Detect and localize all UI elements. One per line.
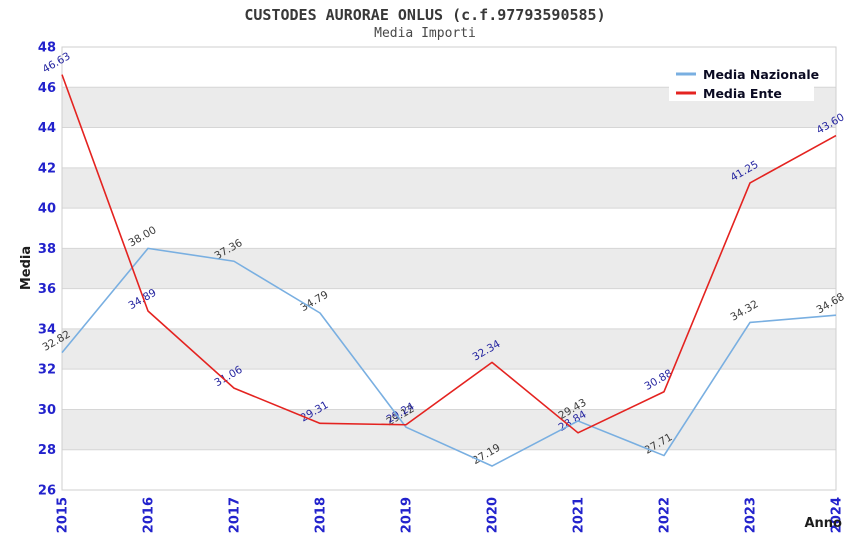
x-tick-label: 2022 <box>658 497 673 533</box>
plot-band <box>62 409 836 450</box>
x-tick-label: 2016 <box>142 497 157 533</box>
legend-label-ente: Media Ente <box>703 86 782 101</box>
x-tick-label: 2020 <box>486 497 501 533</box>
series-line-media-ente <box>61 74 837 434</box>
data-label: 34.32 <box>728 298 760 323</box>
y-tick-label: 40 <box>38 202 56 217</box>
x-tick-label: 2018 <box>314 497 329 533</box>
chart-title: CUSTODES AURORAE ONLUS (c.f.97793590585) <box>244 6 606 24</box>
y-tick-label: 44 <box>38 121 56 136</box>
y-tick-label: 46 <box>38 81 56 96</box>
x-tick-label: 2021 <box>572 497 587 533</box>
plot-frame <box>61 46 837 491</box>
legend-label-nazionale: Media Nazionale <box>703 67 819 82</box>
plot-band <box>62 328 836 370</box>
x-tick-label: 2019 <box>400 497 415 533</box>
y-axis-ticks: 26 28 30 32 34 36 38 40 42 44 46 48 <box>38 41 56 499</box>
y-tick-label: 32 <box>38 363 56 378</box>
y-tick-label: 28 <box>38 443 56 458</box>
y-tick-label: 48 <box>38 41 56 56</box>
legend: Media Nazionale Media Ente <box>669 57 819 101</box>
x-tick-label: 2024 <box>830 497 845 533</box>
data-label: 38.00 <box>126 224 158 249</box>
y-tick-label: 38 <box>38 242 56 257</box>
series-lines <box>61 74 837 467</box>
y-tick-label: 34 <box>38 322 56 337</box>
y-tick-label: 42 <box>38 161 56 176</box>
data-label: 34.89 <box>126 287 158 312</box>
x-tick-label: 2017 <box>228 497 243 533</box>
y-axis-label: Media <box>19 246 34 290</box>
x-axis-label: Anno <box>804 516 842 531</box>
chart-subtitle: Media Importi <box>374 26 476 41</box>
series-line-media-nazionale <box>61 247 837 467</box>
y-tick-label: 26 <box>38 484 56 499</box>
y-tick-label: 30 <box>38 403 56 418</box>
plot-band <box>62 167 836 209</box>
data-label: 30.88 <box>642 367 674 392</box>
x-tick-label: 2015 <box>56 497 71 533</box>
data-label: 34.68 <box>814 291 846 316</box>
x-axis-ticks: 2015 2016 2017 2018 2019 2020 2021 2022 2023 2024 <box>56 497 845 533</box>
y-tick-label: 36 <box>38 282 56 297</box>
plot-bands <box>62 87 836 450</box>
x-tick-label: 2023 <box>744 497 759 533</box>
